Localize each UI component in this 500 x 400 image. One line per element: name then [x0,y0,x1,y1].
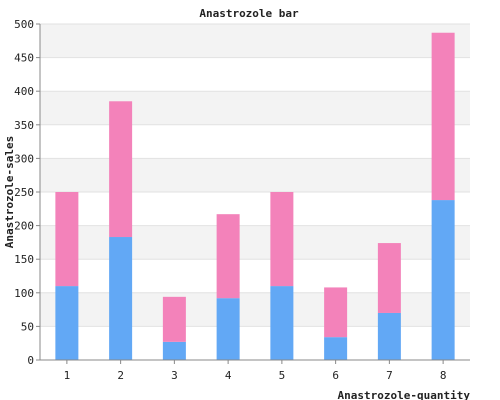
x-tick-label: 3 [171,369,178,382]
bar-segment-2 [431,32,455,201]
y-tick-label: 50 [21,320,34,333]
background-band [40,91,470,125]
x-tick-label: 1 [64,369,71,382]
bar-segment-2 [109,101,133,238]
bar-segment-2 [55,192,79,287]
y-tick-label: 500 [14,18,34,31]
background-band [40,292,470,327]
plot-background [40,24,470,327]
bar-segment-1 [270,286,294,360]
y-tick-label: 250 [14,186,34,199]
y-tick-label: 300 [14,152,34,165]
axes [39,24,470,361]
x-axis-label: Anastrozole-quantity [338,389,471,400]
x-tick-label: 5 [279,369,286,382]
bar-segment-1 [55,286,79,360]
y-tick-label: 200 [14,220,34,233]
bar-segment-1 [162,341,186,360]
x-tick-label: 2 [117,369,124,382]
bar-segment-2 [162,296,186,342]
y-tick-label: 150 [14,253,34,266]
y-tick-label: 350 [14,119,34,132]
y-tick-label: 400 [14,85,34,98]
chart-title: Anastrozole bar [199,7,299,20]
bar-segment-2 [216,214,240,299]
background-band [40,225,470,260]
x-tick-label: 4 [225,369,232,382]
x-tick-labels: 1 2 3 4 5 6 7 8 [64,360,447,382]
x-tick-label: 6 [332,369,339,382]
bars [55,32,455,360]
bar-segment-2 [377,243,401,313]
background-band [40,24,470,58]
bar-segment-2 [324,287,348,338]
x-tick-label: 7 [386,369,393,382]
y-tick-label: 0 [27,354,34,367]
y-tick-labels: 0 50 100 150 200 250 300 350 400 450 500 [14,18,34,367]
bar-segment-1 [109,237,133,360]
background-band [40,158,470,192]
bar-segment-1 [377,312,401,360]
y-tick-label: 450 [14,52,34,65]
x-tick-label: 8 [440,369,447,382]
bar-segment-1 [216,298,240,360]
bar-segment-2 [270,192,294,287]
bar-segment-1 [431,200,455,360]
y-tick-label: 100 [14,287,34,300]
y-axis-label: Anastrozole-sales [3,136,16,249]
bar-segment-1 [324,337,348,360]
